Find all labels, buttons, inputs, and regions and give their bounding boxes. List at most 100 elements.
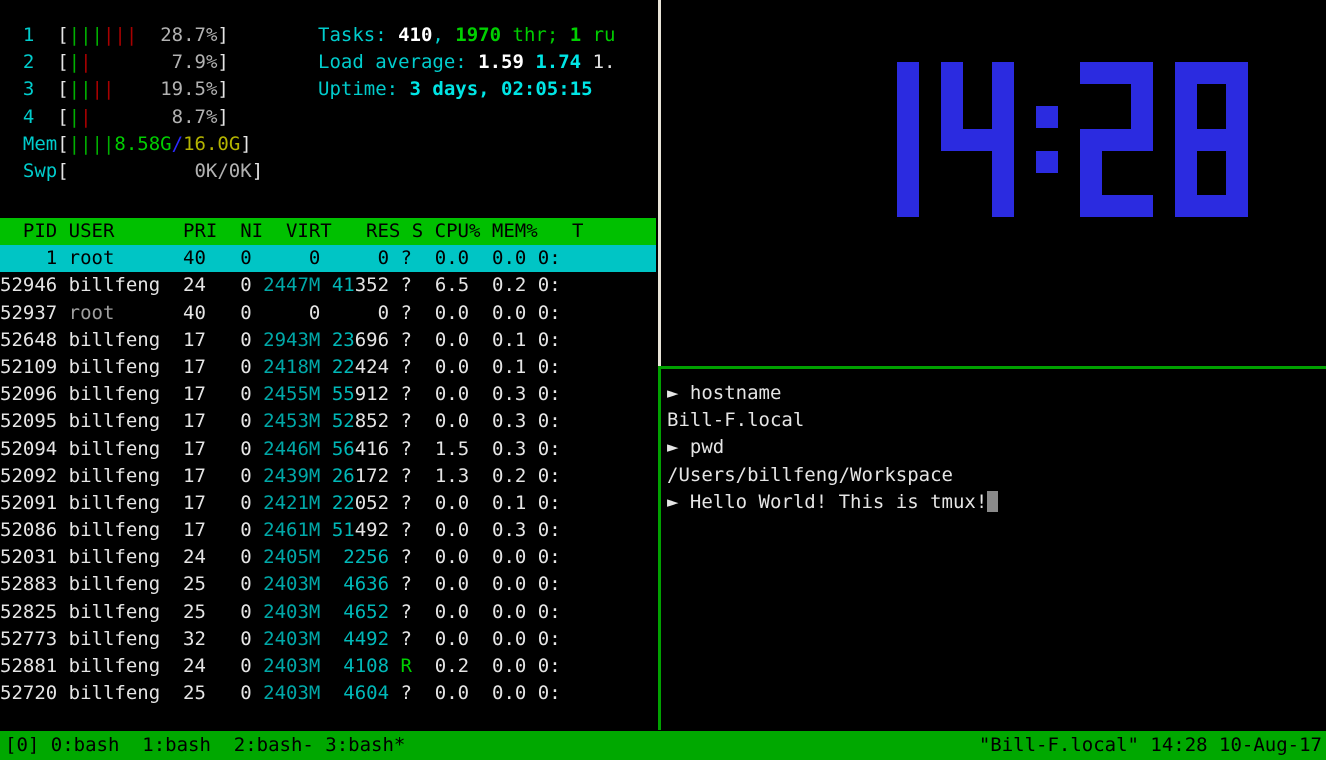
process-row[interactable]: 52109 billfeng 17 0 2418M 22424 ? 0.0 0.… (0, 354, 656, 381)
bash-command-text: hostname (689, 382, 782, 404)
process-row[interactable]: 52773 billfeng 32 0 2403M 4492 ? 0.0 0.0… (0, 626, 656, 653)
process-row[interactable]: 52720 billfeng 25 0 2403M 4604 ? 0.0 0.0… (0, 680, 656, 703)
process-pid: 52825 (0, 600, 58, 623)
process-res: 51 (331, 519, 355, 542)
process-res-tail: 172 (354, 464, 390, 487)
clock-segment-g (846, 129, 919, 151)
clock-segment-c (897, 129, 919, 217)
process-pid: 1 (0, 247, 58, 270)
bash-pane[interactable]: ► hostname Bill-F.local ► pwd/Users/billfe… (661, 369, 1326, 730)
process-res-tail: 696 (354, 328, 390, 351)
mem-separator: / (171, 132, 184, 155)
process-state: ? (400, 600, 412, 623)
clock-segment-g (1175, 129, 1248, 151)
pane-divider-vertical-active[interactable] (658, 366, 661, 730)
process-row[interactable]: 52092 billfeng 17 0 2439M 26172 ? 1.3 0.… (0, 463, 656, 490)
process-row[interactable]: 52881 billfeng 24 0 2403M 4108 R 0.2 0.0… (0, 653, 656, 680)
process-user: billfeng (68, 355, 172, 378)
process-mem: 0.0 (469, 301, 527, 324)
cpu-bar-idle (92, 51, 149, 73)
mem-used-value: 8.58G (114, 132, 172, 155)
process-pri: 17 (171, 437, 206, 460)
process-res: 4604 (331, 682, 390, 703)
tmux-status-bar[interactable]: [0] 0:bash 1:bash 2:bash- 3:bash* "Bill-… (0, 731, 1326, 760)
process-state: ? (400, 247, 412, 270)
meter-bracket-close: ] (217, 78, 229, 101)
tasks-label: Tasks: (318, 24, 399, 46)
process-time: 0: (526, 491, 561, 514)
process-cpu: 0.0 (411, 682, 470, 703)
process-state: ? (400, 546, 412, 569)
process-pid: 52883 (0, 573, 58, 596)
process-user: billfeng (68, 437, 172, 460)
cpu-percent: 19.5% (148, 78, 218, 101)
process-res-tail: 852 (354, 410, 390, 433)
process-mem: 0.0 (469, 573, 527, 596)
process-row[interactable]: 52031 billfeng 24 0 2405M 2256 ? 0.0 0.0… (0, 544, 656, 571)
clock-segment-g (941, 129, 1014, 151)
prompt-arrow-icon: ► (667, 382, 690, 404)
pane-divider-vertical[interactable] (658, 0, 661, 730)
process-virt: 2943M (263, 328, 321, 351)
cpu-bar-user: | (68, 105, 81, 128)
process-pri: 25 (171, 600, 206, 623)
process-row[interactable]: 52883 billfeng 25 0 2403M 4636 ? 0.0 0.0… (0, 571, 656, 598)
cpu-bar-system: | (80, 51, 92, 74)
process-mem: 0.0 (469, 546, 527, 569)
meter-bracket-open: [ (57, 159, 69, 182)
process-virt: 2461M (263, 519, 321, 542)
process-row[interactable]: 52825 billfeng 25 0 2403M 4652 ? 0.0 0.0… (0, 599, 656, 626)
process-pri: 17 (171, 355, 206, 378)
htop-meters: 1 [|||||| 28.7%] 2 [|| 7.9%] 3 [|||| 19.… (0, 22, 656, 185)
bash-command-text: pwd (689, 436, 725, 459)
meter-bracket-close: ] (240, 132, 252, 155)
process-pri: 17 (171, 328, 206, 351)
process-res-tail: 492 (354, 519, 390, 542)
process-row[interactable]: 52648 billfeng 17 0 2943M 23696 ? 0.0 0.… (0, 327, 656, 354)
process-virt: 2453M (263, 410, 321, 433)
process-res: 22 (331, 355, 355, 378)
process-row[interactable]: 52095 billfeng 17 0 2453M 52852 ? 0.0 0.… (0, 408, 656, 435)
process-res: 4492 (331, 627, 390, 650)
process-ni: 0 (205, 437, 252, 460)
process-pid: 52092 (0, 464, 58, 487)
htop-pane[interactable]: 1 [|||||| 28.7%] 2 [|| 7.9%] 3 [|||| 19.… (0, 0, 656, 703)
process-user: billfeng (68, 546, 172, 569)
clock-colon-dot-top (1036, 106, 1058, 128)
process-pid: 52031 (0, 546, 58, 569)
process-row[interactable]: 52091 billfeng 17 0 2421M 22052 ? 0.0 0.… (0, 490, 656, 517)
process-state: ? (400, 274, 412, 297)
process-res: 23 (331, 328, 355, 351)
process-pid: 52094 (0, 437, 58, 460)
process-res: 0 (331, 247, 390, 270)
process-virt: 2418M (263, 355, 321, 378)
clock-colon (1036, 62, 1058, 217)
process-row[interactable]: 52946 billfeng 24 0 2447M 41352 ? 6.5 0.… (0, 272, 656, 299)
process-user: billfeng (68, 274, 172, 297)
pane-divider-horizontal-active[interactable] (661, 366, 1326, 369)
process-res: 0 (331, 301, 390, 324)
meter-bracket-close: ] (217, 51, 229, 74)
clock-pane[interactable] (661, 0, 1326, 366)
process-row[interactable]: 52937 root 40 0 0 0 ? 0.0 0.0 0: (0, 300, 656, 327)
process-table-header[interactable]: PID USER PRI NI VIRT RES S CPU% MEM% T (0, 218, 656, 246)
process-cpu: 0.0 (411, 410, 470, 433)
process-pid: 52937 (0, 301, 58, 324)
process-res: 26 (331, 464, 355, 487)
clock-segment-c (992, 129, 1014, 217)
tmux-clock (846, 62, 1248, 217)
process-row[interactable]: 52094 billfeng 17 0 2446M 56416 ? 1.5 0.… (0, 436, 656, 463)
process-time: 0: (526, 437, 561, 460)
process-row[interactable]: 1 root 40 0 0 0 ? 0.0 0.0 0: (0, 245, 656, 273)
swap-meter-label: Swp (0, 159, 58, 182)
process-row[interactable]: 52086 billfeng 17 0 2461M 51492 ? 0.0 0.… (0, 517, 656, 544)
process-ni: 0 (205, 383, 252, 406)
process-table[interactable]: PID USER PRI NI VIRT RES S CPU% MEM% T 1… (0, 218, 656, 703)
process-ni: 0 (205, 464, 252, 487)
process-state: ? (400, 682, 412, 703)
tasks-row: Tasks: 410, 1970 thr; 1 ru (318, 22, 656, 49)
process-res: 22 (331, 491, 355, 514)
process-row[interactable]: 52096 billfeng 17 0 2455M 55912 ? 0.0 0.… (0, 381, 656, 408)
tmux-window-list[interactable]: [0] 0:bash 1:bash 2:bash- 3:bash* (5, 734, 406, 756)
clock-segment-e (1175, 129, 1197, 217)
